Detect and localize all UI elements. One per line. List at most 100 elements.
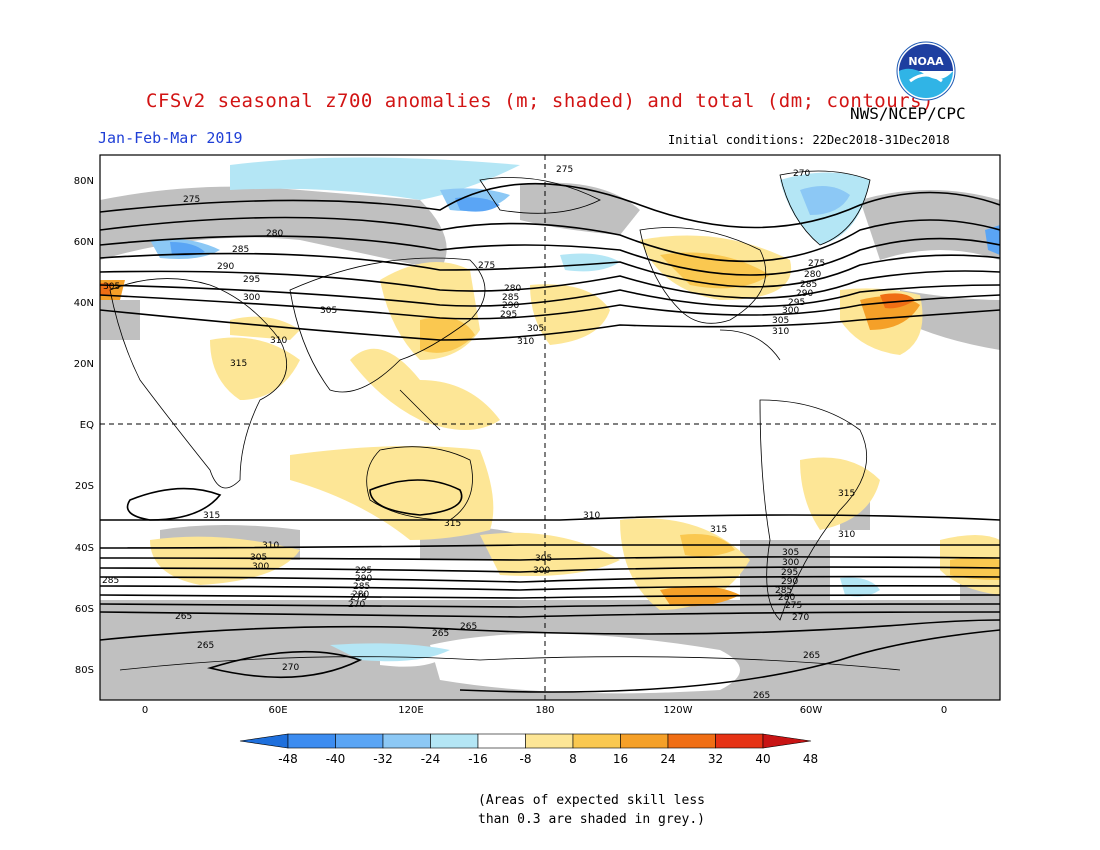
contour-label-315: 315: [230, 359, 247, 369]
contour-label-290: 290: [355, 574, 372, 584]
contour-label-285: 285: [775, 586, 792, 596]
longitude-labels: 0 60E 120E 180 120W 60W 0: [142, 705, 947, 716]
contour-label-310: 310: [583, 511, 600, 521]
contour-label-290: 290: [217, 262, 234, 272]
contour-label-270: 270: [792, 613, 809, 623]
contour-label-305: 305: [250, 553, 267, 563]
contour-label-285: 285: [800, 280, 817, 290]
contour-label-290: 290: [781, 577, 798, 587]
colorbar-arrow-high: [762, 733, 812, 749]
contour-label-275: 275: [350, 593, 367, 603]
contour-label-310: 310: [270, 336, 287, 346]
footnote-line-2: than 0.3 are shaded in grey.): [478, 812, 705, 827]
contour-label-315: 315: [203, 511, 220, 521]
lat-label: 20S: [75, 481, 94, 492]
contour-label-310: 310: [517, 337, 534, 347]
contour-label-270: 270: [348, 600, 365, 610]
lon-label: 60E: [268, 705, 287, 716]
lon-label: 60W: [800, 705, 823, 716]
map-title: CFSv2 seasonal z700 anomalies (m; shaded…: [146, 90, 934, 112]
contour-label-275: 275: [556, 165, 573, 175]
colorbar-cell: [430, 733, 479, 749]
contour-label-275: 275: [183, 195, 200, 205]
contour-label-275: 275: [808, 259, 825, 269]
contour-label-265: 265: [803, 651, 820, 661]
colorbar-cell: [335, 733, 384, 749]
colorbar-cell: [477, 733, 526, 749]
contour-label-280: 280: [778, 593, 795, 603]
contour-label-295: 295: [500, 310, 517, 320]
contour-label-285: 285: [102, 576, 119, 586]
colorbar-arrow-low: [239, 733, 289, 749]
lat-label: 40N: [74, 298, 94, 309]
contour-label-280: 280: [504, 284, 521, 294]
height-contours: [100, 182, 1000, 693]
lat-label: 80S: [75, 665, 94, 676]
colorbar-cell: [667, 733, 716, 749]
colorbar-label: 32: [708, 752, 723, 766]
colorbar-label: 48: [803, 752, 818, 766]
lon-label: 0: [941, 705, 947, 716]
colorbar-cell: [382, 733, 431, 749]
contour-label-270: 270: [282, 663, 299, 673]
contour-label-295: 295: [355, 566, 372, 576]
contour-label-305: 305: [527, 324, 544, 334]
lat-label: EQ: [80, 420, 94, 431]
colorbar-label: -32: [373, 752, 393, 766]
contour-label-280: 280: [804, 270, 821, 280]
contour-label-285: 285: [353, 582, 370, 592]
lat-label: 40S: [75, 543, 94, 554]
latitude-labels: 80N 60N 40N 20N EQ 20S 40S 60S 80S: [74, 176, 94, 676]
contour-label-315: 315: [444, 519, 461, 529]
contour-label-265: 265: [197, 641, 214, 651]
lat-label: 60S: [75, 604, 94, 615]
contour-label-275: 275: [785, 601, 802, 611]
svg-text:NOAA: NOAA: [908, 55, 944, 68]
contour-label-305: 305: [772, 316, 789, 326]
colorbar-label: -48: [278, 752, 298, 766]
colorbar-label: 24: [660, 752, 675, 766]
colorbar-label: -8: [520, 752, 532, 766]
contour-label-305: 305: [320, 306, 337, 316]
colorbar-label: -40: [326, 752, 346, 766]
contour-label-315: 315: [838, 489, 855, 499]
initial-conditions-label: Initial conditions: 22Dec2018-31Dec2018: [668, 133, 950, 147]
contour-label-300: 300: [782, 306, 799, 316]
contour-label-295: 295: [243, 275, 260, 285]
period-label: Jan-Feb-Mar 2019: [98, 129, 243, 147]
contour-label-265: 265: [460, 622, 477, 632]
contour-value-labels: 275 270 275 280 285 290 295 300 305 305 …: [102, 165, 855, 701]
contour-label-300: 300: [252, 562, 269, 572]
colorbar-label: 16: [613, 752, 628, 766]
contour-label-290: 290: [502, 301, 519, 311]
contour-label-270: 270: [793, 169, 810, 179]
colorbar-label: 8: [569, 752, 577, 766]
agency-label: NWS/NCEP/CPC: [850, 104, 966, 123]
contour-label-265: 265: [175, 612, 192, 622]
contour-label-280: 280: [352, 590, 369, 600]
colorbar-cell: [525, 733, 574, 749]
colorbar-label: -16: [468, 752, 488, 766]
contour-label-310: 310: [262, 541, 279, 551]
contour-label-310: 310: [772, 327, 789, 337]
contour-label-285: 285: [232, 245, 249, 255]
colorbar-cell: [620, 733, 669, 749]
footnote-line-1: (Areas of expected skill less: [478, 793, 705, 808]
colorbar-label: -24: [421, 752, 441, 766]
lat-label: 80N: [74, 176, 94, 187]
contour-label-285: 285: [502, 293, 519, 303]
colorbar-cell: [715, 733, 764, 749]
contour-label-275: 275: [478, 261, 495, 271]
noaa-logo: NOAA: [896, 41, 956, 101]
lon-label: 0: [142, 705, 148, 716]
contour-label-300: 300: [243, 293, 260, 303]
contour-label-300: 300: [782, 558, 799, 568]
contour-label-280: 280: [266, 229, 283, 239]
colorbar-cell: [572, 733, 621, 749]
contour-label-300: 300: [533, 566, 550, 576]
lat-label: 60N: [74, 237, 94, 248]
contour-label-305: 305: [782, 548, 799, 558]
contour-label-315: 315: [710, 525, 727, 535]
